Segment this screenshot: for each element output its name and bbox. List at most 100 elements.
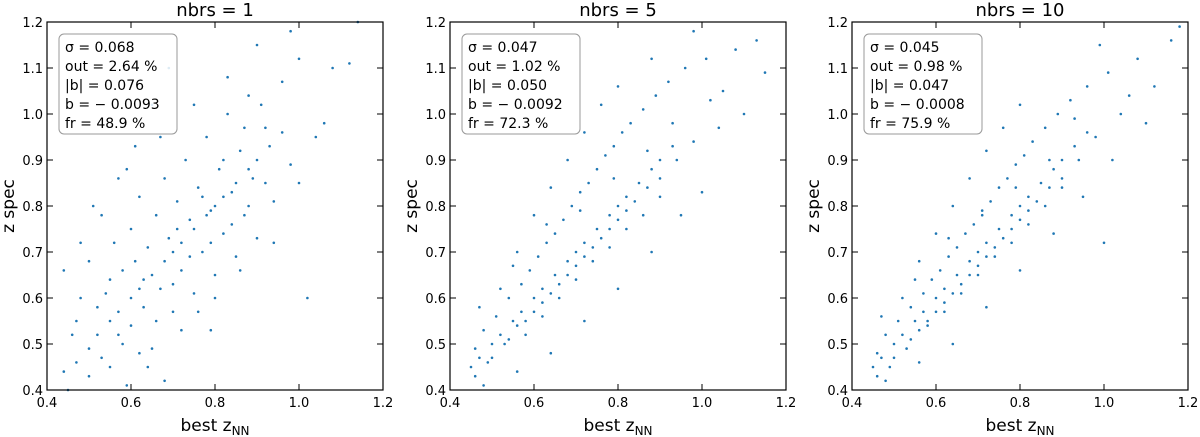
data-point: [1001, 236, 1005, 240]
data-point: [679, 213, 683, 217]
data-point: [129, 324, 133, 327]
data-point: [658, 158, 662, 162]
data-point: [943, 301, 946, 304]
data-point: [478, 305, 481, 309]
data-point: [591, 259, 595, 263]
data-point: [222, 195, 225, 199]
y-tick-label: 0.6: [22, 292, 43, 307]
data-point: [917, 328, 921, 332]
data-point: [146, 246, 150, 249]
data-point: [272, 200, 276, 203]
data-point: [1018, 103, 1022, 107]
data-point: [507, 338, 511, 341]
data-point: [1060, 186, 1064, 189]
data-point: [625, 195, 628, 199]
data-point: [578, 190, 582, 194]
y-tick-label: 0.8: [22, 200, 43, 215]
data-point: [742, 112, 746, 116]
stats-line: fr = 72.3 %: [468, 116, 548, 132]
data-point: [541, 287, 544, 291]
data-point: [125, 384, 129, 387]
data-point: [934, 296, 938, 300]
data-point: [683, 66, 687, 70]
y-tick-label: 0.7: [425, 246, 446, 261]
data-point: [163, 379, 166, 383]
data-point: [985, 149, 988, 153]
data-point: [896, 319, 900, 323]
data-point: [1060, 158, 1064, 162]
stats-box: [58, 33, 178, 135]
data-point: [926, 319, 929, 323]
data-point: [557, 296, 561, 300]
data-point: [234, 181, 238, 185]
data-point: [180, 269, 183, 272]
data-point: [306, 296, 309, 300]
data-point: [255, 236, 259, 240]
data-point: [322, 121, 326, 125]
data-point: [264, 181, 267, 185]
data-point: [1035, 200, 1039, 203]
data-point: [587, 181, 590, 185]
data-point: [243, 126, 246, 130]
data-point: [70, 333, 74, 337]
x-axis-label: best zNN: [583, 416, 652, 437]
data-point: [1060, 177, 1064, 180]
data-point: [234, 255, 238, 258]
data-point: [1010, 241, 1013, 245]
data-point: [473, 374, 477, 378]
data-point: [524, 333, 527, 337]
data-point: [490, 356, 494, 360]
data-point: [951, 292, 955, 295]
data-point: [905, 347, 908, 350]
panel-title: nbrs = 1: [176, 0, 254, 21]
y-tick-label: 0.4: [425, 384, 446, 399]
y-tick-label: 0.6: [827, 292, 848, 307]
data-point: [692, 140, 695, 143]
data-point: [880, 356, 883, 360]
data-point: [226, 112, 229, 116]
data-point: [875, 374, 879, 378]
x-tick-label: 1.0: [692, 396, 713, 411]
data-point: [553, 273, 557, 277]
data-point: [138, 287, 141, 291]
data-point: [595, 167, 599, 171]
x-tick-label: 1.0: [289, 396, 310, 411]
data-point: [976, 250, 980, 254]
data-point: [150, 273, 154, 277]
data-point: [620, 131, 624, 134]
data-point: [96, 305, 99, 309]
data-point: [545, 223, 548, 226]
data-point: [209, 209, 213, 212]
data-point: [1098, 43, 1102, 47]
data-point: [264, 126, 267, 130]
data-point: [507, 296, 511, 300]
data-point: [549, 186, 553, 189]
data-point: [511, 264, 515, 268]
data-point: [1073, 117, 1076, 120]
data-point: [985, 241, 988, 245]
data-point: [184, 158, 187, 162]
data-point: [959, 282, 963, 286]
data-point: [238, 269, 242, 272]
data-point: [1010, 227, 1013, 231]
data-point: [213, 273, 217, 277]
data-point: [138, 195, 141, 199]
x-tick-label: 1.2: [776, 396, 797, 411]
data-point: [129, 227, 133, 231]
data-point: [499, 333, 502, 337]
data-point: [721, 89, 725, 93]
stats-line: out = 2.64 %: [65, 59, 157, 75]
stats-line: b = − 0.0008: [870, 97, 965, 113]
data-point: [247, 167, 250, 171]
data-point: [528, 269, 532, 272]
y-tick-label: 1.2: [425, 16, 446, 31]
data-point: [604, 154, 607, 157]
data-point: [159, 287, 162, 291]
data-point: [717, 126, 721, 130]
data-point: [934, 232, 938, 235]
x-tick-label: 0.8: [205, 396, 226, 411]
data-point: [700, 190, 704, 194]
data-point: [892, 356, 896, 360]
data-point: [62, 269, 66, 272]
data-point: [142, 305, 145, 309]
